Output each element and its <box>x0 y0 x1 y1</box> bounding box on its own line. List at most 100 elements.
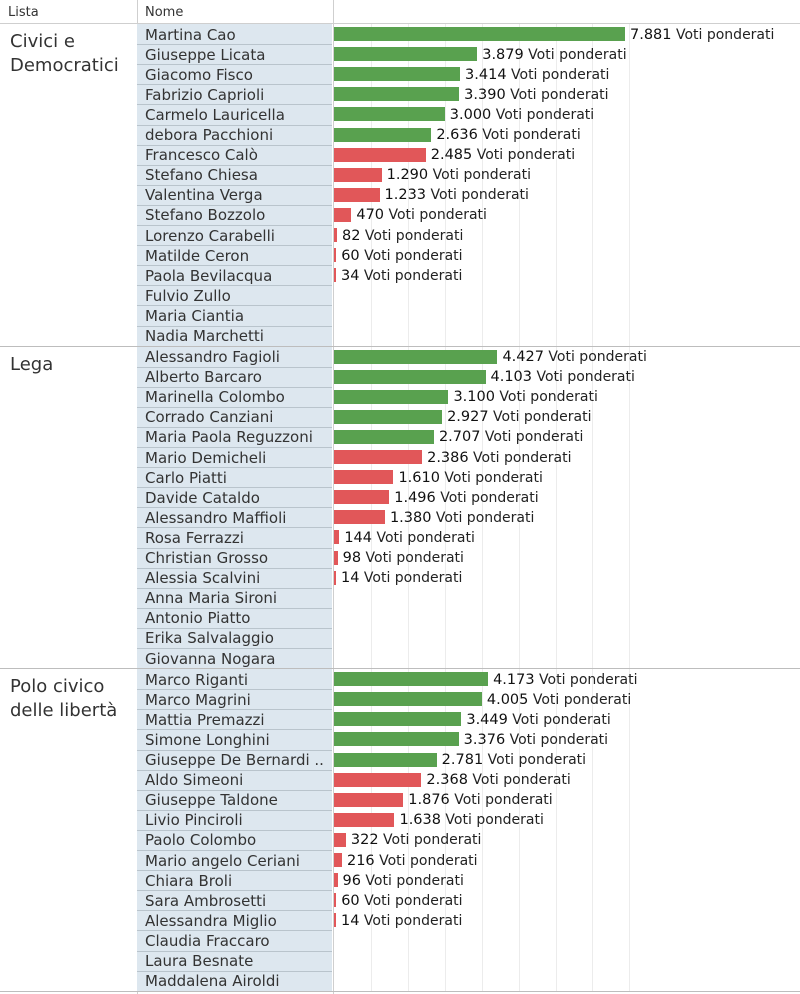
value-unit: Voti ponderati <box>523 46 627 63</box>
gridline <box>370 346 372 669</box>
candidate-name: Anna Maria Sironi <box>145 589 278 608</box>
row-separator <box>137 366 332 368</box>
value-label: 2.781 Voti ponderati <box>442 750 586 770</box>
gridline <box>370 669 372 991</box>
row-separator <box>137 890 332 892</box>
value-unit: Voti ponderati <box>359 912 463 929</box>
value-unit: Voti ponderati <box>378 832 482 849</box>
value-number: 216 <box>346 852 375 869</box>
list-group-1: Civici e Democratici Martina Cao 7.881 Vot… <box>0 24 800 347</box>
gridline <box>444 24 446 346</box>
gridline <box>592 346 594 669</box>
candidate-name: Antonio Piatto <box>145 609 251 628</box>
gridline <box>444 346 446 669</box>
value-number: 2.485 <box>430 147 473 164</box>
candidate-name: debora Pacchioni <box>145 126 274 144</box>
bar-green <box>334 389 449 404</box>
row-separator <box>137 487 332 489</box>
value-number: 3.100 <box>453 389 495 406</box>
value-unit: Voti ponderati <box>480 429 584 446</box>
value-unit: Voti ponderati <box>359 570 463 587</box>
row-separator <box>137 930 332 932</box>
header-lista: Lista <box>8 5 39 20</box>
row-separator <box>137 144 332 146</box>
value-label: 2.368 Voti ponderati <box>426 770 570 790</box>
candidate-name: Stefano Chiesa <box>145 166 258 185</box>
gridline <box>370 24 372 346</box>
candidate-name: Giuseppe Licata <box>145 45 266 64</box>
value-unit: Voti ponderati <box>543 349 647 366</box>
table-header: Lista Nome <box>0 0 800 24</box>
candidate-name: Matilde Ceron <box>145 246 250 265</box>
value-label: 7.881 Voti ponderati <box>630 25 774 45</box>
bar-green <box>334 712 462 727</box>
bar-red <box>334 570 336 585</box>
candidate-name: Erika Salvalaggio <box>145 629 274 648</box>
candidate-name: Christian Grosso <box>145 549 269 568</box>
gridline <box>481 346 483 669</box>
bar-red <box>334 147 426 162</box>
candidate-name: Alessandra Miglio <box>145 911 277 930</box>
bar-green <box>334 87 460 102</box>
bar-green <box>334 349 498 364</box>
value-unit: Voti ponderati <box>505 731 609 748</box>
value-unit: Voti ponderati <box>488 409 592 426</box>
row-separator <box>137 729 332 731</box>
value-unit: Voti ponderati <box>491 106 595 123</box>
candidate-name: Nadia Marchetti <box>145 327 264 345</box>
value-unit: Voti ponderati <box>428 167 532 184</box>
value-number: 4.103 <box>490 369 533 386</box>
candidate-name: Fabrizio Caprioli <box>145 85 265 104</box>
value-label: 3.449 Voti ponderati <box>466 710 610 730</box>
value-unit: Voti ponderati <box>361 550 464 567</box>
value-number: 2.781 <box>441 752 484 769</box>
value-number: 82 <box>342 227 361 244</box>
value-number: 3.390 <box>464 86 506 103</box>
gridline <box>407 346 409 669</box>
gridline <box>407 669 409 991</box>
bar-green <box>334 409 443 424</box>
value-label: 1.290 Voti ponderati <box>387 165 531 185</box>
value-label: 4.103 Voti ponderati <box>491 367 635 387</box>
value-unit: Voti ponderati <box>472 147 576 164</box>
row-separator <box>137 769 332 771</box>
value-label: 1.610 Voti ponderati <box>398 468 542 488</box>
row-separator <box>137 527 332 529</box>
row-separator <box>137 870 332 872</box>
bar-red <box>334 853 342 868</box>
value-number: 3.376 <box>463 731 506 748</box>
value-number: 60 <box>341 247 360 264</box>
value-unit: Voti ponderati <box>360 872 464 889</box>
value-label: 2.636 Voti ponderati <box>436 125 580 145</box>
bar-red <box>334 792 404 807</box>
candidate-name: Francesco Calò <box>145 146 258 165</box>
candidate-name: Sara Ambrosetti <box>145 891 267 910</box>
value-unit: Voti ponderati <box>532 369 635 386</box>
gridline <box>629 346 631 669</box>
value-number: 4.427 <box>502 349 544 366</box>
gridline <box>518 24 520 346</box>
list-name: Lega <box>10 353 54 375</box>
candidate-name: Marco Magrini <box>145 690 251 709</box>
row-separator <box>137 406 332 408</box>
bar-green <box>334 429 434 444</box>
row-separator <box>137 547 332 549</box>
value-label: 144 Voti ponderati <box>344 528 475 548</box>
row-separator <box>137 305 332 307</box>
bar-red <box>334 873 338 888</box>
bar-red <box>334 832 346 847</box>
bar-red <box>334 772 422 787</box>
row-separator <box>137 507 332 509</box>
gridline <box>518 346 520 669</box>
bar-green <box>334 27 625 41</box>
gridline <box>592 24 594 346</box>
bar-red <box>334 450 423 465</box>
value-label: 1.638 Voti ponderati <box>399 810 543 830</box>
value-label: 82 Voti ponderati <box>342 226 463 246</box>
value-label: 1.496 Voti ponderati <box>394 488 538 508</box>
candidate-name: Maria Ciantia <box>145 306 245 325</box>
bar-green <box>334 672 489 687</box>
candidate-name: Giovanna Nogara <box>145 649 276 668</box>
value-number: 60 <box>341 892 360 909</box>
row-separator <box>137 225 332 226</box>
